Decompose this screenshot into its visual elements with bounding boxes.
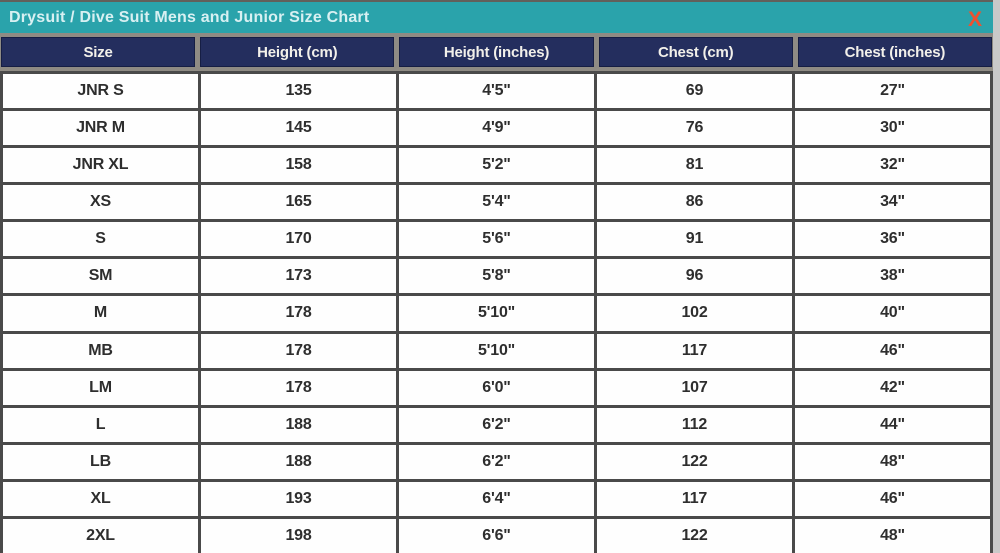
column-header: Chest (cm) bbox=[598, 37, 793, 67]
table-cell: 188 bbox=[201, 444, 396, 479]
popup-title: Drysuit / Dive Suit Mens and Junior Size… bbox=[9, 8, 370, 26]
table-cell: LM bbox=[3, 370, 198, 405]
table-cell: 6'2" bbox=[399, 407, 594, 442]
table-cell: 46" bbox=[795, 481, 990, 516]
table-cell: 40" bbox=[795, 296, 990, 331]
table-cell: 76 bbox=[597, 111, 792, 146]
table-cell: 6'4" bbox=[399, 481, 594, 516]
table-cell: JNR M bbox=[3, 111, 198, 146]
table-cell: 36" bbox=[795, 222, 990, 257]
column-header: Height (cm) bbox=[200, 37, 395, 67]
table-cell: M bbox=[3, 296, 198, 331]
table-cell: LB bbox=[3, 444, 198, 479]
table-cell: 178 bbox=[201, 296, 396, 331]
table-cell: 44" bbox=[795, 407, 990, 442]
table-cell: 4'5" bbox=[399, 74, 594, 109]
table-cell: 178 bbox=[201, 370, 396, 405]
table-cell: 48" bbox=[795, 518, 990, 553]
table-cell: 6'0" bbox=[399, 370, 594, 405]
table-cell: MB bbox=[3, 333, 198, 368]
table-cell: 188 bbox=[201, 407, 396, 442]
table-cell: 117 bbox=[597, 481, 792, 516]
table-cell: S bbox=[3, 222, 198, 257]
table-cell: 69 bbox=[597, 74, 792, 109]
table-cell: XL bbox=[3, 481, 198, 516]
table-header-row: Size Height (cm) Height (inches) Chest (cm)… bbox=[0, 33, 993, 71]
table-cell: 112 bbox=[597, 407, 792, 442]
table-cell: 27" bbox=[795, 74, 990, 109]
table-cell: 135 bbox=[201, 74, 396, 109]
table-cell: 81 bbox=[597, 148, 792, 183]
table-cell: XS bbox=[3, 185, 198, 220]
table-cell: JNR S bbox=[3, 74, 198, 109]
table-cell: 5'2" bbox=[399, 148, 594, 183]
table-cell: 122 bbox=[597, 444, 792, 479]
close-icon[interactable]: X bbox=[967, 8, 982, 31]
table-cell: 122 bbox=[597, 518, 792, 553]
table-cell: 48" bbox=[795, 444, 990, 479]
table-cell: 158 bbox=[201, 148, 396, 183]
table-cell: 38" bbox=[795, 259, 990, 294]
table-cell: 5'4" bbox=[399, 185, 594, 220]
column-header: Size bbox=[1, 37, 196, 67]
table-cell: 5'8" bbox=[399, 259, 594, 294]
table-cell: 46" bbox=[795, 333, 990, 368]
column-header: Chest (inches) bbox=[797, 37, 992, 67]
popup-titlebar: Drysuit / Dive Suit Mens and Junior Size… bbox=[0, 0, 993, 33]
table-cell: 178 bbox=[201, 333, 396, 368]
table-cell: 6'2" bbox=[399, 444, 594, 479]
table-cell: 102 bbox=[597, 296, 792, 331]
table-cell: 173 bbox=[201, 259, 396, 294]
table-cell: 198 bbox=[201, 518, 396, 553]
table-cell: 91 bbox=[597, 222, 792, 257]
table-cell: 4'9" bbox=[399, 111, 594, 146]
table-cell: 96 bbox=[597, 259, 792, 294]
size-table-body: JNR S 135 4'5" 69 27" JNR M 145 4'9" 76 30" JNR XL… bbox=[0, 71, 993, 553]
table-cell: 117 bbox=[597, 333, 792, 368]
table-cell: L bbox=[3, 407, 198, 442]
table-cell: 170 bbox=[201, 222, 396, 257]
column-header: Height (inches) bbox=[399, 37, 594, 67]
table-cell: 34" bbox=[795, 185, 990, 220]
table-cell: 145 bbox=[201, 111, 396, 146]
table-cell: 30" bbox=[795, 111, 990, 146]
table-cell: 2XL bbox=[3, 518, 198, 553]
table-cell: 86 bbox=[597, 185, 792, 220]
table-cell: 5'10" bbox=[399, 296, 594, 331]
table-cell: 193 bbox=[201, 481, 396, 516]
table-cell: 42" bbox=[795, 370, 990, 405]
table-cell: 32" bbox=[795, 148, 990, 183]
table-cell: 5'10" bbox=[399, 333, 594, 368]
table-cell: JNR XL bbox=[3, 148, 198, 183]
table-cell: 107 bbox=[597, 370, 792, 405]
table-cell: 5'6" bbox=[399, 222, 594, 257]
table-cell: SM bbox=[3, 259, 198, 294]
table-cell: 6'6" bbox=[399, 518, 594, 553]
table-cell: 165 bbox=[201, 185, 396, 220]
